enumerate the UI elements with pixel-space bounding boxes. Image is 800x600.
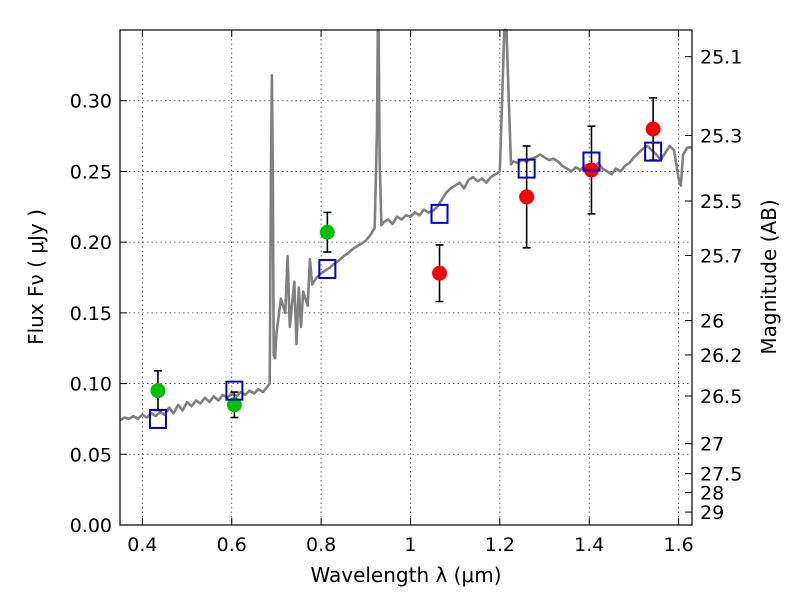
plot-frame bbox=[119, 29, 693, 526]
y-tick-label: 0.10 bbox=[70, 374, 112, 396]
x-tick-label: 1.4 bbox=[574, 534, 604, 556]
axes-layer: 0.4 0.6 0.8 1 1.2 1.4 1.6 0.00 0.05 0.10 0.15 0.20 0… bbox=[70, 29, 742, 556]
mag-tick-label: 26.2 bbox=[700, 345, 742, 367]
model-photometry-point bbox=[517, 158, 536, 179]
y-tick-label: 0.20 bbox=[70, 232, 112, 254]
y-tick-label: 0.15 bbox=[70, 303, 112, 325]
model-photometry-point bbox=[318, 259, 337, 280]
y2-axis-label: Magnitude (AB) bbox=[757, 199, 781, 354]
mag-tick-label: 29 bbox=[700, 502, 724, 524]
model-photometry-point bbox=[225, 380, 244, 401]
x-tick-label: 1.6 bbox=[663, 534, 693, 556]
model-spectrum-line bbox=[119, 28, 692, 422]
data-point bbox=[319, 224, 335, 240]
y-tick-label: 0.05 bbox=[70, 444, 112, 466]
y-axis-label: Flux Fν ( μJy ) bbox=[24, 209, 48, 345]
model-photometry-point bbox=[644, 141, 663, 162]
mag-tick-label: 26 bbox=[700, 311, 724, 333]
y-tick-label: 0.25 bbox=[70, 161, 112, 183]
mag-tick-label: 25.5 bbox=[700, 191, 742, 213]
x-tick-label: 0.8 bbox=[306, 534, 336, 556]
model-photometry-point bbox=[148, 408, 167, 429]
x-tick-label: 0.4 bbox=[127, 534, 157, 556]
x-tick-label: 1 bbox=[404, 534, 416, 556]
x-axis-label: Wavelength λ (μm) bbox=[310, 563, 501, 587]
x-tick-label: 0.6 bbox=[217, 534, 247, 556]
labels-layer: Wavelength λ (μm) Flux Fν ( μJy ) Magnit… bbox=[24, 199, 781, 587]
data-point bbox=[645, 121, 661, 137]
data-point bbox=[150, 383, 166, 399]
series-layer bbox=[119, 28, 692, 429]
mag-tick-label: 27 bbox=[700, 434, 724, 456]
x-tick-label: 1.2 bbox=[485, 534, 515, 556]
data-point bbox=[519, 189, 535, 205]
mag-tick-label: 26.5 bbox=[700, 386, 742, 408]
mag-tick-label: 25.7 bbox=[700, 246, 742, 268]
data-point bbox=[432, 265, 448, 281]
mag-tick-label: 27.5 bbox=[700, 464, 742, 486]
y-tick-label: 0.00 bbox=[70, 515, 112, 537]
mag-tick-label: 25.3 bbox=[700, 125, 742, 147]
grid-layer bbox=[120, 30, 692, 526]
model-photometry-point bbox=[582, 151, 601, 172]
mag-tick-label: 25.1 bbox=[700, 47, 742, 69]
y-tick-label: 0.30 bbox=[70, 91, 112, 113]
mag-tick-label: 28 bbox=[700, 483, 724, 505]
model-photometry-point bbox=[430, 203, 449, 224]
data-point bbox=[226, 397, 242, 413]
